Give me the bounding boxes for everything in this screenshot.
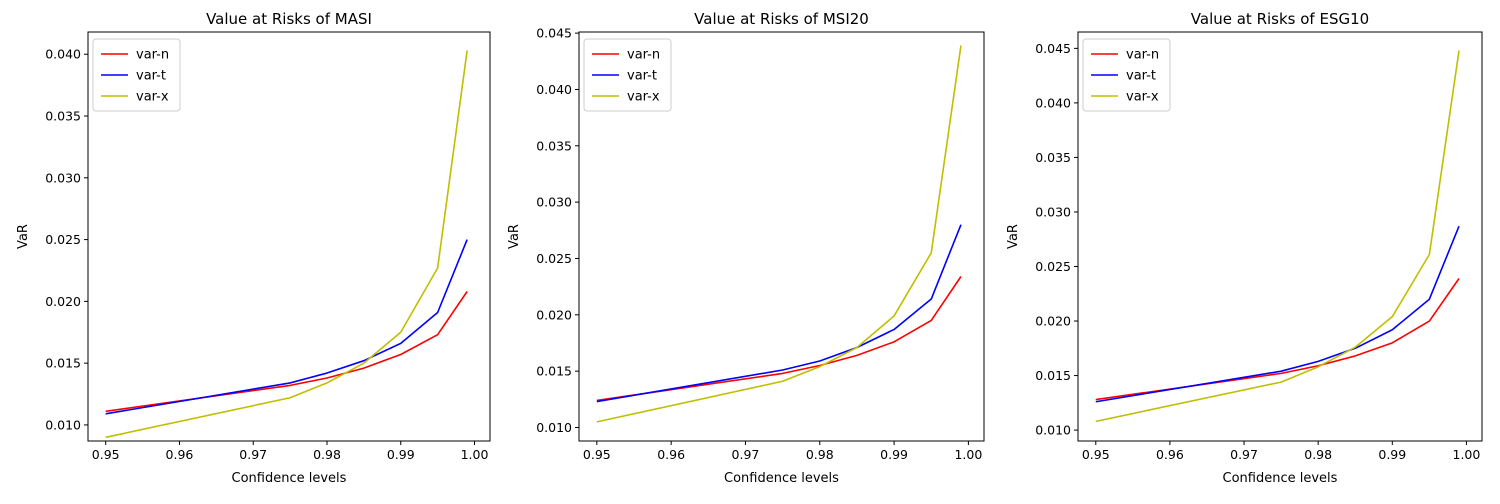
chart-1: Value at Risks of MSI20 0.95 0.96 0.97 0.98 0… xyxy=(507,10,985,486)
series-line-var-n xyxy=(105,291,468,413)
x-tick-label: 0.95 xyxy=(583,447,611,462)
legend-label: var-n xyxy=(136,48,169,63)
y-tick-label: 0.020 xyxy=(536,307,572,322)
series-line-var-n xyxy=(1095,278,1460,401)
y-tick-label: 0.030 xyxy=(1035,204,1071,219)
y-tick-label: 0.010 xyxy=(536,420,572,435)
x-axis-label: Confidence levels xyxy=(1223,471,1338,486)
x-tick-label: 0.96 xyxy=(166,447,194,462)
y-tick-label: 0.020 xyxy=(45,294,81,309)
x-tick-label: 0.96 xyxy=(1156,447,1184,462)
legend-label: var-x xyxy=(627,90,660,105)
y-tick-label: 0.010 xyxy=(45,417,81,432)
y-tick-label: 0.045 xyxy=(1035,41,1071,56)
plot-frame xyxy=(1077,31,1483,442)
legend-box xyxy=(92,38,181,112)
series-line-var-t xyxy=(105,239,468,415)
chart-title: Value at Risks of ESG10 xyxy=(1191,10,1369,28)
x-tick-label: 1.00 xyxy=(461,447,489,462)
series-line-var-x xyxy=(1095,50,1460,423)
legend-label: var-x xyxy=(136,90,169,105)
chart-2: Value at Risks of ESG10 0.95 0.96 0.97 0.98 0… xyxy=(1006,10,1483,486)
legend-label: var-n xyxy=(627,48,660,63)
y-tick-label: 0.030 xyxy=(536,195,572,210)
y-tick-label: 0.035 xyxy=(1035,150,1071,165)
y-tick-label: 0.045 xyxy=(536,26,572,41)
x-tick-label: 0.99 xyxy=(1378,447,1406,462)
legend-label: var-t xyxy=(1126,69,1156,84)
legend-label: var-x xyxy=(1126,90,1159,105)
y-tick-label: 0.010 xyxy=(1035,423,1071,438)
x-tick-label: 0.99 xyxy=(880,447,908,462)
chart-title: Value at Risks of MASI xyxy=(206,10,372,28)
legend-label: var-t xyxy=(627,69,657,84)
series-line-var-n xyxy=(596,276,962,402)
x-tick-label: 0.95 xyxy=(92,447,120,462)
x-tick-label: 0.96 xyxy=(657,447,685,462)
x-tick-label: 0.98 xyxy=(806,447,834,462)
x-tick-label: 0.95 xyxy=(1082,447,1110,462)
y-tick-label: 0.040 xyxy=(536,82,572,97)
y-axis-label: VaR xyxy=(1006,224,1021,249)
plot-frame xyxy=(578,31,985,442)
y-tick-label: 0.030 xyxy=(45,170,81,185)
x-tick-label: 0.97 xyxy=(732,447,760,462)
x-tick-label: 1.00 xyxy=(954,447,982,462)
y-tick-label: 0.020 xyxy=(1035,314,1071,329)
x-tick-label: 1.00 xyxy=(1453,447,1481,462)
y-tick-label: 0.025 xyxy=(45,232,81,247)
legend: var-n var-t var-x xyxy=(92,38,181,112)
legend-box xyxy=(1082,38,1171,112)
x-tick-label: 0.97 xyxy=(1230,447,1258,462)
legend-label: var-t xyxy=(136,69,166,84)
y-tick-label: 0.035 xyxy=(536,138,572,153)
y-tick-label: 0.025 xyxy=(1035,259,1071,274)
series-line-var-x xyxy=(105,50,468,439)
y-tick-label: 0.035 xyxy=(45,109,81,124)
y-tick-label: 0.040 xyxy=(1035,95,1071,110)
x-axis-label: Confidence levels xyxy=(232,471,347,486)
chart-0: Value at Risks of MASI 0.95 0.96 0.97 0.98 0.… xyxy=(16,10,491,486)
y-tick-label: 0.015 xyxy=(45,356,81,371)
legend-label: var-n xyxy=(1126,48,1159,63)
plot-frame xyxy=(87,31,491,442)
y-axis-label: VaR xyxy=(16,224,31,249)
y-tick-label: 0.015 xyxy=(1035,368,1071,383)
legend-box xyxy=(583,38,672,112)
x-tick-label: 0.97 xyxy=(239,447,267,462)
series-line-var-t xyxy=(1095,225,1460,403)
x-tick-label: 0.98 xyxy=(313,447,341,462)
x-axis-label: Confidence levels xyxy=(724,471,839,486)
y-axis-label: VaR xyxy=(507,224,522,249)
series-line-var-x xyxy=(596,45,962,423)
y-tick-label: 0.040 xyxy=(45,47,81,62)
series-line-var-t xyxy=(596,224,962,403)
legend: var-n var-t var-x xyxy=(583,38,672,112)
legend: var-n var-t var-x xyxy=(1082,38,1171,112)
x-tick-label: 0.99 xyxy=(387,447,415,462)
y-tick-label: 0.015 xyxy=(536,364,572,379)
chart-title: Value at Risks of MSI20 xyxy=(694,10,869,28)
x-tick-label: 0.98 xyxy=(1304,447,1332,462)
y-tick-label: 0.025 xyxy=(536,251,572,266)
